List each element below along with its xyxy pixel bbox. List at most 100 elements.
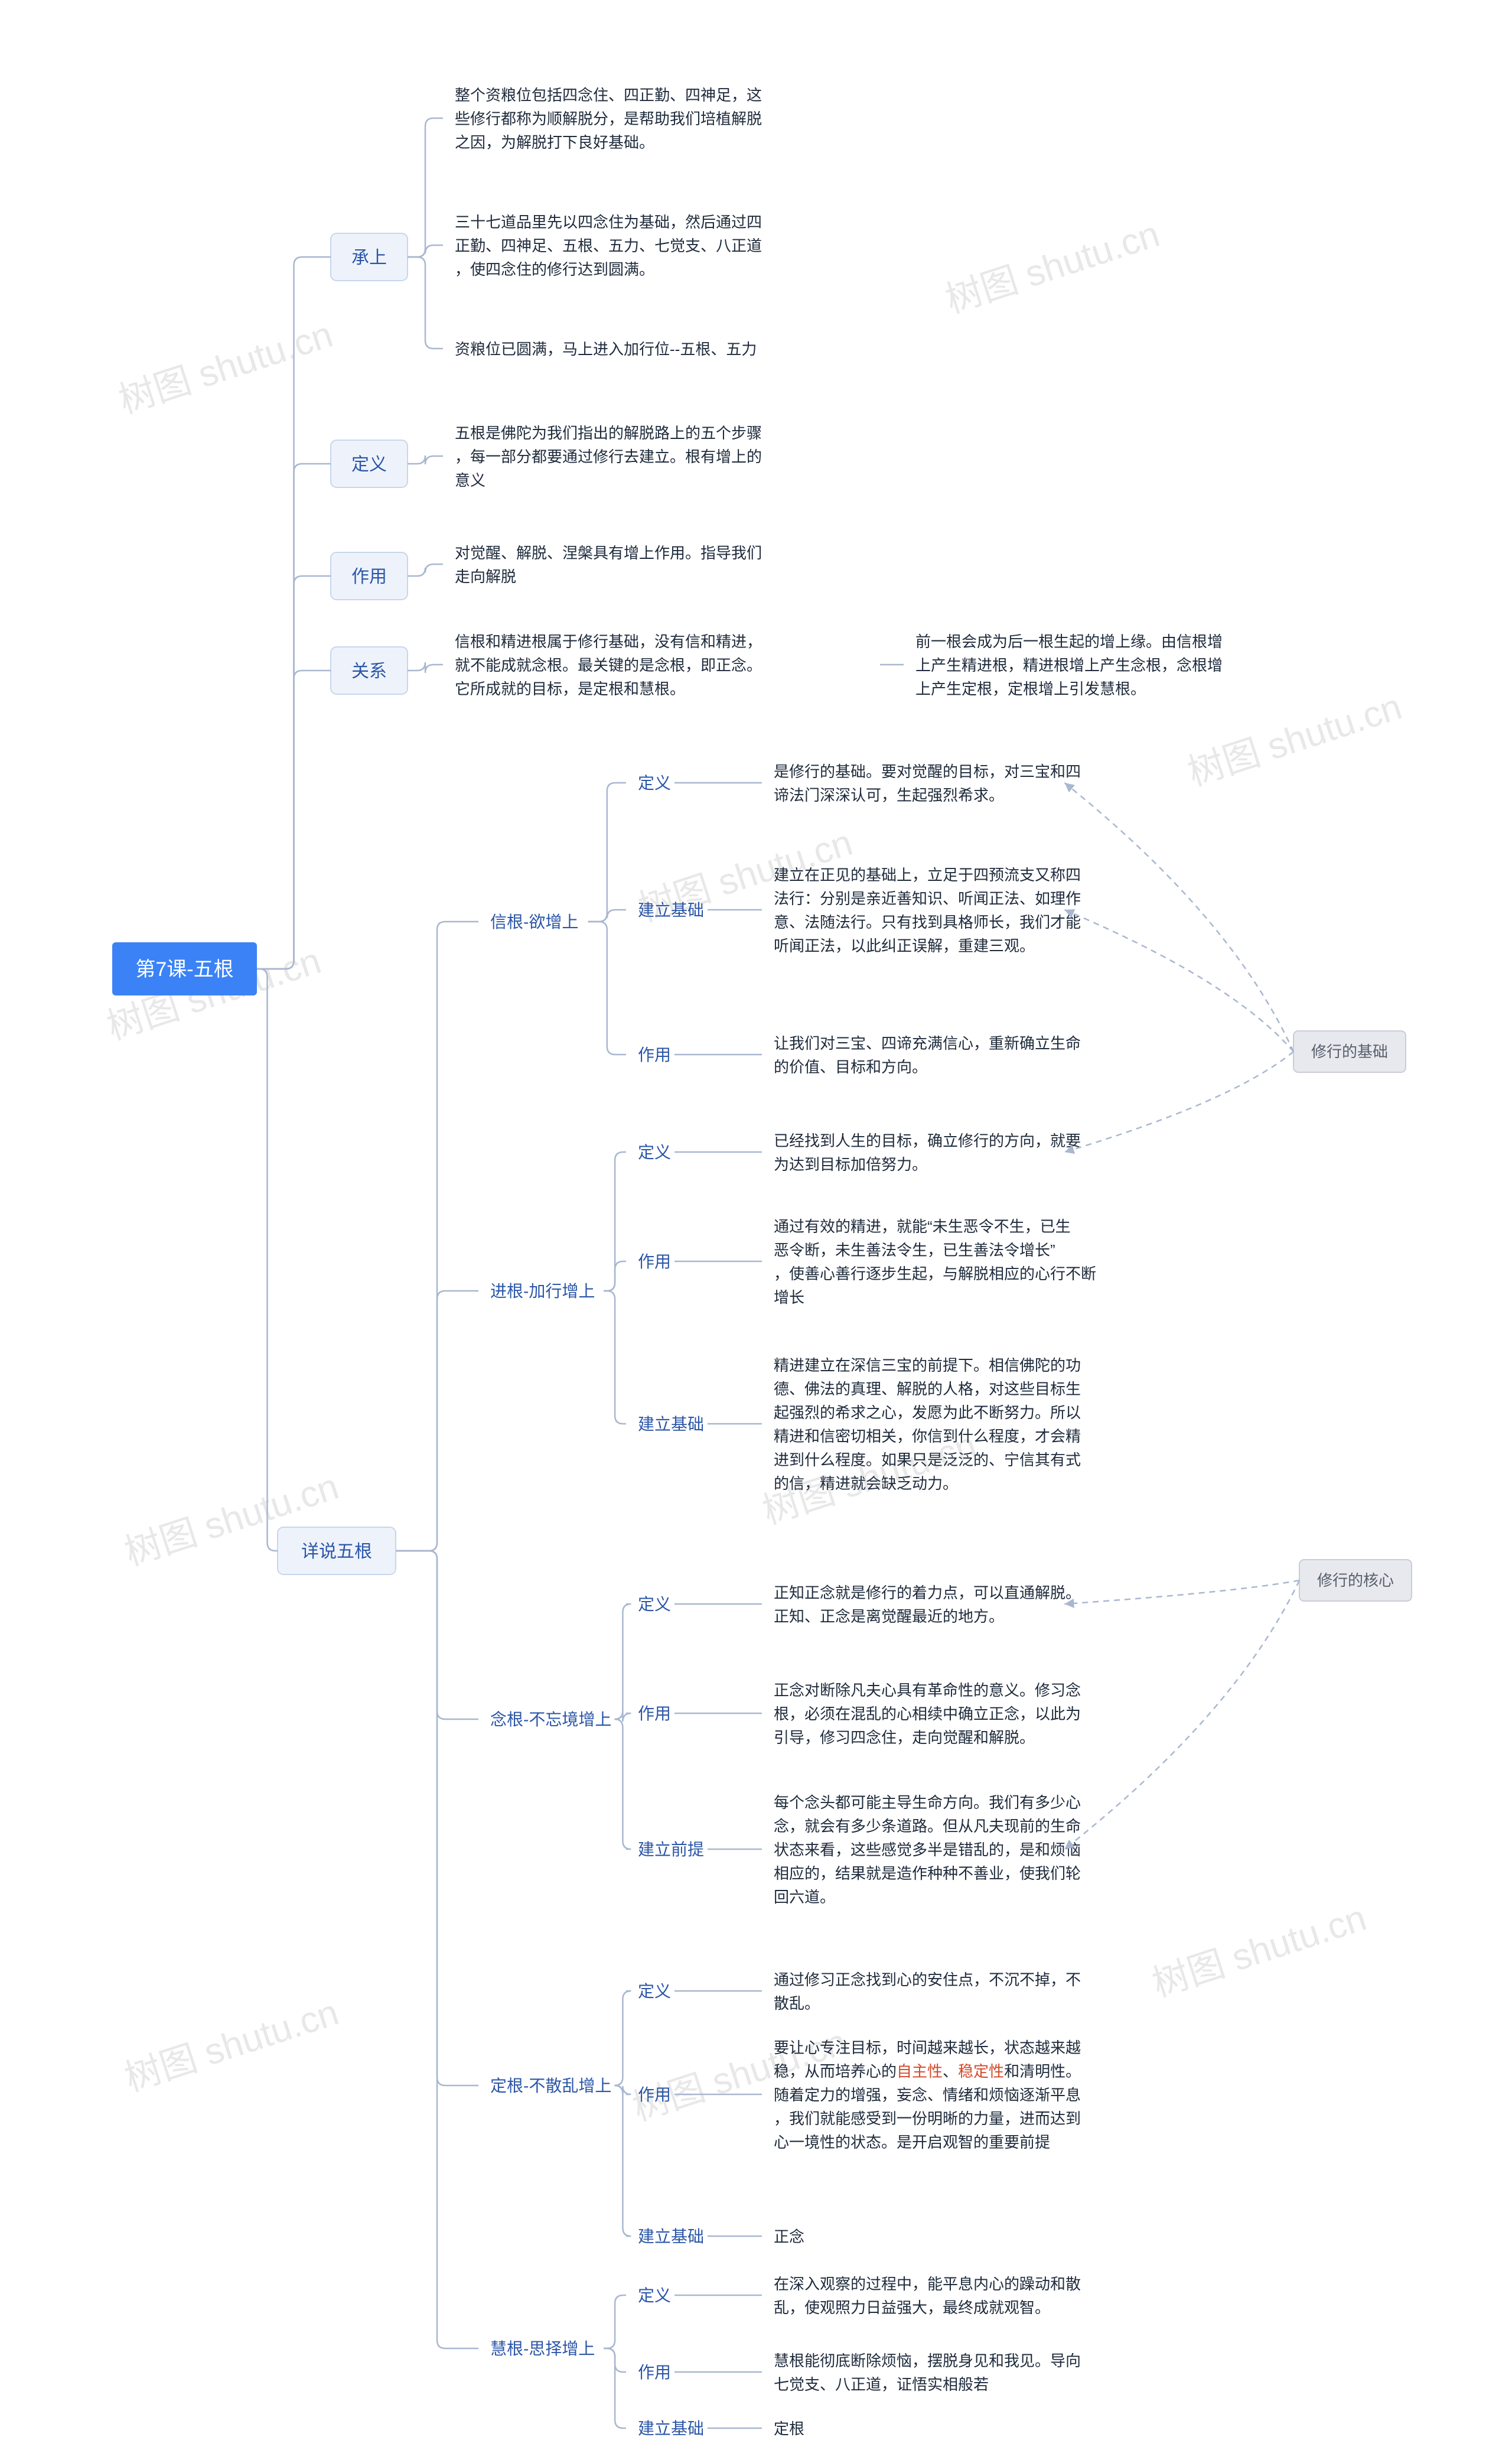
svg-text:每个念头都可能主导生命方向。我们有多少心: 每个念头都可能主导生命方向。我们有多少心 [774,1794,1081,1811]
svg-text:心一境性的状态。是开启观智的重要前提: 心一境性的状态。是开启观智的重要前提 [774,2133,1050,2151]
svg-text:建立基础: 建立基础 [638,2227,704,2246]
svg-text:树图 shutu.cn: 树图 shutu.cn [1183,686,1407,794]
svg-text:意义: 意义 [455,471,485,489]
watermark: 树图 shutu.cn [1148,1898,1371,2005]
svg-text:定根: 定根 [774,2420,804,2437]
svg-text:，我们就能感受到一份明晰的力量，进而达到: ，我们就能感受到一份明晰的力量，进而达到 [774,2110,1081,2127]
svg-text:的信，精进就会缺乏动力。: 的信，精进就会缺乏动力。 [774,1475,958,1492]
svg-text:树图 shutu.cn: 树图 shutu.cn [120,1992,344,2100]
svg-text:建立基础: 建立基础 [638,1415,704,1433]
svg-text:信根和精进根属于修行基础，没有信和精进，: 信根和精进根属于修行基础，没有信和精进， [455,633,762,650]
svg-text:定义: 定义 [638,774,671,792]
svg-text:为达到目标加倍努力。: 为达到目标加倍努力。 [774,1156,927,1173]
watermark: 树图 shutu.cn [941,214,1165,321]
svg-text:走向解脱: 走向解脱 [455,568,516,585]
svg-text:精进和信密切相关，你信到什么程度，才会精: 精进和信密切相关，你信到什么程度，才会精 [774,1427,1081,1445]
svg-text:上产生精进根，精进根增上产生念根，念根增: 上产生精进根，精进根增上产生念根，念根增 [915,656,1223,674]
svg-text:随着定力的增强，妄念、情绪和烦恼逐渐平息: 随着定力的增强，妄念、情绪和烦恼逐渐平息 [774,2086,1081,2104]
svg-text:作用: 作用 [638,1046,671,1064]
svg-text:定义: 定义 [638,2286,671,2305]
svg-text:谛法门深深认可，生起强烈希求。: 谛法门深深认可，生起强烈希求。 [774,786,1004,804]
svg-text:正知、正念是离觉醒最近的地方。: 正知、正念是离觉醒最近的地方。 [774,1608,1004,1625]
svg-text:第7课-五根: 第7课-五根 [135,958,233,981]
svg-text:让我们对三宝、四谛充满信心，重新确立生命: 让我们对三宝、四谛充满信心，重新确立生命 [774,1034,1081,1052]
svg-text:作用: 作用 [638,1252,671,1271]
svg-text:乱，使观照力日益强大，最终成就观智。: 乱，使观照力日益强大，最终成就观智。 [774,2299,1050,2316]
svg-text:建立基础: 建立基础 [638,2419,704,2437]
svg-text:树图 shutu.cn: 树图 shutu.cn [114,314,338,422]
text-block: 正念对断除凡夫心具有革命性的意义。修习念根，必须在混乱的心相续中确立正念，以此为… [774,1681,1081,1746]
svg-text:五根是佛陀为我们指出的解脱路上的五个步骤: 五根是佛陀为我们指出的解脱路上的五个步骤 [455,424,762,442]
svg-text:之因，为解脱打下良好基础。: 之因，为解脱打下良好基础。 [455,134,654,151]
svg-text:它所成就的目标，是定根和慧根。: 它所成就的目标，是定根和慧根。 [455,680,685,698]
svg-text:定义: 定义 [638,1982,671,2000]
svg-text:意、法随法行。只有找到具格师长，我们才能: 意、法随法行。只有找到具格师长，我们才能 [774,913,1081,931]
svg-text:正勤、四神足、五根、五力、七觉支、八正道: 正勤、四神足、五根、五力、七觉支、八正道 [455,237,762,255]
svg-text:通过修习正念找到心的安住点，不沉不掉，不: 通过修习正念找到心的安住点，不沉不掉，不 [774,1971,1081,1989]
text-block: 对觉醒、解脱、涅槃具有增上作用。指导我们走向解脱 [455,544,762,585]
svg-text:树图 shutu.cn: 树图 shutu.cn [941,214,1165,321]
text-block: 信根和精进根属于修行基础，没有信和精进， 就不能成就念根。最关键的是念根，即正念。… [455,633,762,698]
svg-text:作用: 作用 [638,2363,671,2381]
svg-text:回六道。: 回六道。 [774,1888,835,1906]
svg-text:正念对断除凡夫心具有革命性的意义。修习念: 正念对断除凡夫心具有革命性的意义。修习念 [774,1681,1081,1699]
svg-text:作用: 作用 [638,1704,671,1723]
svg-text:法行：分别是亲近善知识、听闻正法、如理作: 法行：分别是亲近善知识、听闻正法、如理作 [774,890,1081,907]
svg-text:详说五根: 详说五根 [301,1542,372,1561]
svg-text:对觉醒、解脱、涅槃具有增上作用。指导我们: 对觉醒、解脱、涅槃具有增上作用。指导我们 [455,544,762,562]
text-block: 通过修习正念找到心的安住点，不沉不掉，不散乱。 [774,1971,1081,2012]
svg-text:，使四念住的修行达到圆满。: ，使四念住的修行达到圆满。 [455,261,654,278]
svg-text:上产生定根，定根增上引发慧根。: 上产生定根，定根增上引发慧根。 [915,680,1146,698]
svg-text:要让心专注目标，时间越来越长，状态越来越: 要让心专注目标，时间越来越长，状态越来越 [774,2039,1081,2057]
svg-text:建立基础: 建立基础 [638,901,704,919]
svg-text:已经找到人生的目标，确立修行的方向，就要: 已经找到人生的目标，确立修行的方向，就要 [774,1132,1081,1150]
svg-text:的价值、目标和方向。: 的价值、目标和方向。 [774,1058,927,1076]
svg-text:正念: 正念 [774,2228,804,2246]
svg-text:通过有效的精进，就能“未生恶令不生，已生: 通过有效的精进，就能“未生恶令不生，已生 [774,1218,1071,1235]
svg-text:整个资粮位包括四念住、四正勤、四神足，这: 整个资粮位包括四念住、四正勤、四神足，这 [455,86,762,104]
svg-text:在深入观察的过程中，能平息内心的躁动和散: 在深入观察的过程中，能平息内心的躁动和散 [774,2275,1081,2293]
svg-text:稳，从而培养心的自主性、稳定性和清明性。: 稳，从而培养心的自主性、稳定性和清明性。 [774,2062,1081,2080]
svg-text:定义: 定义 [638,1143,671,1161]
svg-text:些修行都称为顺解脱分，是帮助我们培植解脱: 些修行都称为顺解脱分，是帮助我们培植解脱 [455,110,762,128]
watermark: 树图 shutu.cn [1183,686,1407,794]
text-block: 要让心专注目标，时间越来越长，状态越来越稳，从而培养心的自主性、稳定性和清明性。… [774,2039,1081,2151]
svg-text:状态来看，这些感觉多半是错乱的，是和烦恼: 状态来看，这些感觉多半是错乱的，是和烦恼 [774,1841,1081,1859]
svg-text:恶令断，未生善法令生，已生善法令增长”: 恶令断，未生善法令生，已生善法令增长” [774,1241,1055,1259]
text-block: 已经找到人生的目标，确立修行的方向，就要为达到目标加倍努力。 [774,1132,1081,1173]
svg-text:作用: 作用 [351,567,387,587]
svg-text:七觉支、八正道，证悟实相般若: 七觉支、八正道，证悟实相般若 [774,2376,989,2393]
svg-text:信根-欲增上: 信根-欲增上 [490,913,578,931]
svg-text:就不能成就念根。最关键的是念根，即正念。: 就不能成就念根。最关键的是念根，即正念。 [455,656,762,674]
text-block: 慧根能彻底断除烦恼，摆脱身见和我见。导向七觉支、八正道，证悟实相般若 [774,2352,1081,2393]
svg-text:念根-不忘境增上: 念根-不忘境增上 [490,1710,611,1729]
svg-text:进到什么程度。如果只是泛泛的、宁信其有式: 进到什么程度。如果只是泛泛的、宁信其有式 [774,1451,1081,1469]
svg-text:引导，修习四念住，走向觉醒和解脱。: 引导，修习四念住，走向觉醒和解脱。 [774,1729,1035,1746]
svg-text:增长: 增长 [774,1289,804,1306]
text-block: 在深入观察的过程中，能平息内心的躁动和散乱，使观照力日益强大，最终成就观智。 [774,2275,1081,2316]
svg-text:，使善心善行逐步生起，与解脱相应的心行不断: ，使善心善行逐步生起，与解脱相应的心行不断 [774,1265,1096,1283]
text-block: 资粮位已圆满，马上进入加行位--五根、五力 [455,340,757,358]
svg-text:承上: 承上 [351,248,387,268]
svg-text:相应的，结果就是造作种种不善业，使我们轮: 相应的，结果就是造作种种不善业，使我们轮 [774,1865,1081,1882]
text-block: 让我们对三宝、四谛充满信心，重新确立生命的价值、目标和方向。 [774,1034,1081,1076]
svg-text:建立在正见的基础上，立足于四预流支又称四: 建立在正见的基础上，立足于四预流支又称四 [774,866,1081,884]
svg-text:，每一部分都要通过修行去建立。根有增上的: ，每一部分都要通过修行去建立。根有增上的 [455,448,762,466]
text-block: 五根是佛陀为我们指出的解脱路上的五个步骤 ，每一部分都要通过修行去建立。根有增上的… [455,424,762,489]
text-block: 是修行的基础。要对觉醒的目标，对三宝和四谛法门深深认可，生起强烈希求。 [774,763,1081,804]
svg-text:慧根-思择增上: 慧根-思择增上 [490,2340,595,2358]
watermark: 树图 shutu.cn [114,314,338,422]
svg-text:念，就会有多少条道路。但从凡夫现前的生命: 念，就会有多少条道路。但从凡夫现前的生命 [774,1817,1081,1835]
svg-text:定根-不散乱增上: 定根-不散乱增上 [490,2077,611,2095]
svg-text:树图 shutu.cn: 树图 shutu.cn [1148,1898,1371,2005]
text-block: 正念 [774,2228,804,2246]
svg-text:修行的基础: 修行的基础 [1311,1043,1388,1060]
svg-text:资粮位已圆满，马上进入加行位--五根、五力: 资粮位已圆满，马上进入加行位--五根、五力 [455,340,757,358]
text-block: 三十七道品里先以四念住为基础，然后通过四正勤、四神足、五根、五力、七觉支、八正道… [455,213,762,278]
svg-text:听闻正法，以此纠正误解，重建三观。: 听闻正法，以此纠正误解，重建三观。 [774,937,1035,955]
svg-text:德、佛法的真理、解脱的人格，对这些目标生: 德、佛法的真理、解脱的人格，对这些目标生 [774,1380,1081,1398]
svg-text:慧根能彻底断除烦恼，摆脱身见和我见。导向: 慧根能彻底断除烦恼，摆脱身见和我见。导向 [774,2352,1081,2370]
svg-text:建立前提: 建立前提 [638,1840,704,1859]
svg-text:起强烈的希求之心，发愿为此不断努力。所以: 起强烈的希求之心，发愿为此不断努力。所以 [774,1404,1081,1421]
svg-text:三十七道品里先以四念住为基础，然后通过四: 三十七道品里先以四念住为基础，然后通过四 [455,213,762,231]
